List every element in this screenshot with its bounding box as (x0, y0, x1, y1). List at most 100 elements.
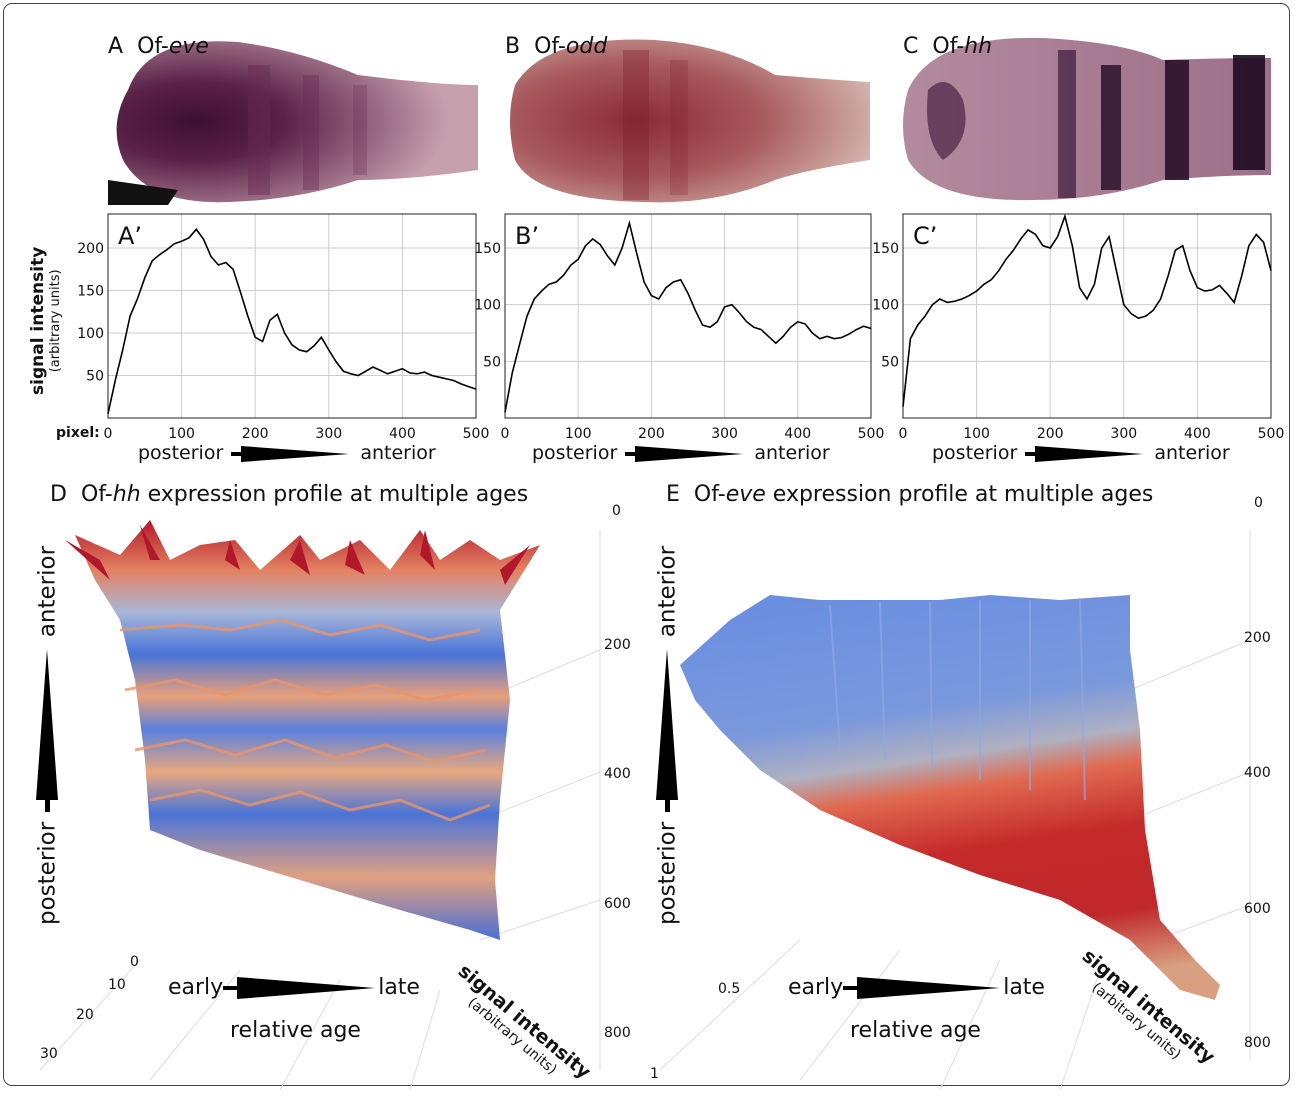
x-tick-label: 100 (963, 426, 990, 442)
gene-name: eve (168, 34, 209, 59)
posterior-axis-label: posterior (34, 821, 61, 925)
gene-prefix: Of- (137, 34, 169, 59)
title-gene: hh (112, 482, 141, 507)
title-prefix: Of- (80, 482, 113, 507)
e-vertical-axis: posterior anterior (654, 546, 682, 925)
series-line (107, 228, 477, 414)
y-tick-label: 100 (474, 298, 501, 314)
x-tick-label: 400 (784, 426, 811, 442)
x-tick-label: 500 (858, 426, 885, 442)
anterior-label: anterior (1154, 442, 1230, 464)
anterior-axis-label: anterior (34, 545, 61, 638)
x-tick-label: 500 (1258, 426, 1285, 442)
direction-row-a: posterior anterior (138, 442, 436, 465)
y-tick-label: 100 (872, 298, 899, 314)
panel-letter: C (903, 34, 919, 59)
direction-row-b: posterior anterior (532, 442, 830, 465)
d-right-tick-600: 600 (604, 896, 631, 912)
plot-frame (504, 213, 872, 419)
e-right-tick-400: 400 (1244, 765, 1271, 781)
plot-frame (107, 213, 477, 419)
embryo-image-eve (108, 30, 478, 205)
d-right-tick-800: 800 (604, 1025, 631, 1041)
panel-letter: E (666, 482, 680, 507)
y-tick-label: 150 (77, 284, 104, 300)
x-tick-label: 400 (389, 426, 416, 442)
x-tick-label: 200 (638, 426, 665, 442)
panel-letter: A (108, 34, 124, 59)
arrow-right-icon (625, 445, 744, 462)
gene-name: odd (565, 34, 608, 59)
e-right-tick-800: 800 (1244, 1035, 1271, 1051)
chart-panel-label: A’ (118, 222, 142, 250)
title-gene: eve (725, 482, 766, 507)
e-age-direction: early late (788, 975, 1045, 1001)
x-tick-label: 0 (899, 426, 908, 442)
title-suffix: expression profile at multiple ages (140, 482, 529, 507)
x-tick-label: 300 (1110, 426, 1137, 442)
y-tick-label: 100 (77, 326, 104, 342)
figure-frame (3, 3, 1290, 1086)
panel-e-title: E Of-eve expression profile at multiple … (666, 482, 1153, 507)
gene-prefix: Of- (932, 34, 965, 59)
surface-plot-e (659, 530, 1251, 1091)
arrow-up-icon (656, 649, 678, 813)
arrow-right-icon (843, 977, 1001, 999)
x-tick-label: 500 (463, 426, 490, 442)
embryo-image-odd (505, 30, 875, 205)
panel-letter: B (505, 34, 521, 59)
d-vertical-axis: posterior anterior (34, 546, 62, 925)
panel-d-title: D Of-hh expression profile at multiple a… (50, 482, 528, 507)
y-tick-label: 200 (77, 241, 104, 257)
panel-label-c: C Of-hh (903, 34, 992, 59)
posterior-label: posterior (532, 442, 618, 464)
e-right-tick-200: 200 (1244, 630, 1271, 646)
pixel-label: pixel: (56, 425, 100, 441)
d-right-tick-200: 200 (604, 637, 631, 653)
chart-panel-label: C’ (913, 222, 937, 250)
chart-panel-label: B’ (515, 222, 539, 250)
series-line (902, 213, 1272, 407)
posterior-axis-label: posterior (654, 821, 681, 925)
anterior-label: anterior (360, 442, 436, 464)
e-age-tick-0-5: 0.5 (718, 981, 741, 997)
late-label: late (378, 975, 420, 1000)
x-tick-label: 0 (501, 426, 510, 442)
d-age-label: relative age (230, 1018, 361, 1043)
surface-plot-d (39, 520, 601, 1091)
plot-frame (902, 213, 1272, 419)
posterior-label: posterior (932, 442, 1018, 464)
panel-label-b: B Of-odd (505, 34, 607, 59)
d-age-tick-30: 30 (40, 1046, 58, 1062)
e-right-tick-0: 0 (1254, 495, 1263, 511)
panel-label-a: A Of-eve (108, 34, 209, 59)
anterior-axis-label: anterior (654, 545, 681, 638)
arrow-right-icon (223, 977, 376, 999)
x-tick-label: 200 (242, 426, 269, 442)
panel-letter: D (50, 482, 67, 507)
title-prefix: Of- (693, 482, 726, 507)
x-tick-label: 0 (104, 426, 113, 442)
arrow-right-icon (231, 445, 350, 462)
title-suffix: expression profile at multiple ages (765, 482, 1154, 507)
y-tick-label: 50 (483, 354, 501, 370)
anterior-label: anterior (754, 442, 830, 464)
e-age-tick-1: 1 (650, 1066, 659, 1082)
d-age-tick-0: 0 (130, 954, 139, 970)
embryo-image-hh (903, 30, 1271, 205)
e-right-tick-600: 600 (1244, 901, 1271, 917)
direction-row-c: posterior anterior (932, 442, 1230, 465)
x-tick-label: 100 (168, 426, 195, 442)
d-age-tick-10: 10 (108, 977, 126, 993)
y-tick-label: 150 (474, 241, 501, 257)
x-tick-label: 100 (565, 426, 592, 442)
x-tick-label: 200 (1037, 426, 1064, 442)
posterior-label: posterior (138, 442, 224, 464)
early-label: early (168, 975, 224, 1000)
d-right-tick-400: 400 (604, 766, 631, 782)
early-label: early (788, 975, 844, 1000)
d-age-direction: early late (168, 975, 420, 1001)
d-age-tick-20: 20 (76, 1007, 94, 1023)
x-tick-label: 400 (1184, 426, 1211, 442)
